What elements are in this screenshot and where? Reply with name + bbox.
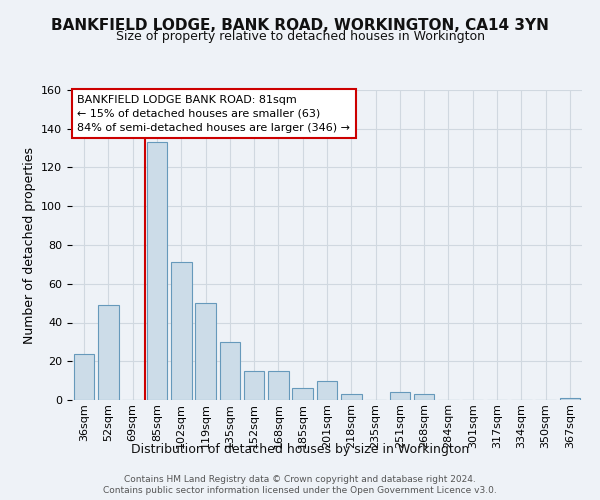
Bar <box>414 394 434 400</box>
Text: BANKFIELD LODGE BANK ROAD: 81sqm
← 15% of detached houses are smaller (63)
84% o: BANKFIELD LODGE BANK ROAD: 81sqm ← 15% o… <box>77 94 350 132</box>
Bar <box>220 342 240 400</box>
Text: Contains HM Land Registry data © Crown copyright and database right 2024.: Contains HM Land Registry data © Crown c… <box>124 475 476 484</box>
Bar <box>98 305 119 400</box>
Bar <box>74 354 94 400</box>
Bar <box>317 380 337 400</box>
Text: Size of property relative to detached houses in Workington: Size of property relative to detached ho… <box>115 30 485 43</box>
Bar <box>389 392 410 400</box>
Bar <box>560 398 580 400</box>
Text: Distribution of detached houses by size in Workington: Distribution of detached houses by size … <box>131 442 469 456</box>
Bar <box>268 371 289 400</box>
Bar <box>195 303 216 400</box>
Bar <box>341 394 362 400</box>
Text: Contains public sector information licensed under the Open Government Licence v3: Contains public sector information licen… <box>103 486 497 495</box>
Bar <box>171 262 191 400</box>
Bar <box>244 371 265 400</box>
Text: BANKFIELD LODGE, BANK ROAD, WORKINGTON, CA14 3YN: BANKFIELD LODGE, BANK ROAD, WORKINGTON, … <box>51 18 549 32</box>
Bar <box>292 388 313 400</box>
Y-axis label: Number of detached properties: Number of detached properties <box>23 146 35 344</box>
Bar <box>146 142 167 400</box>
